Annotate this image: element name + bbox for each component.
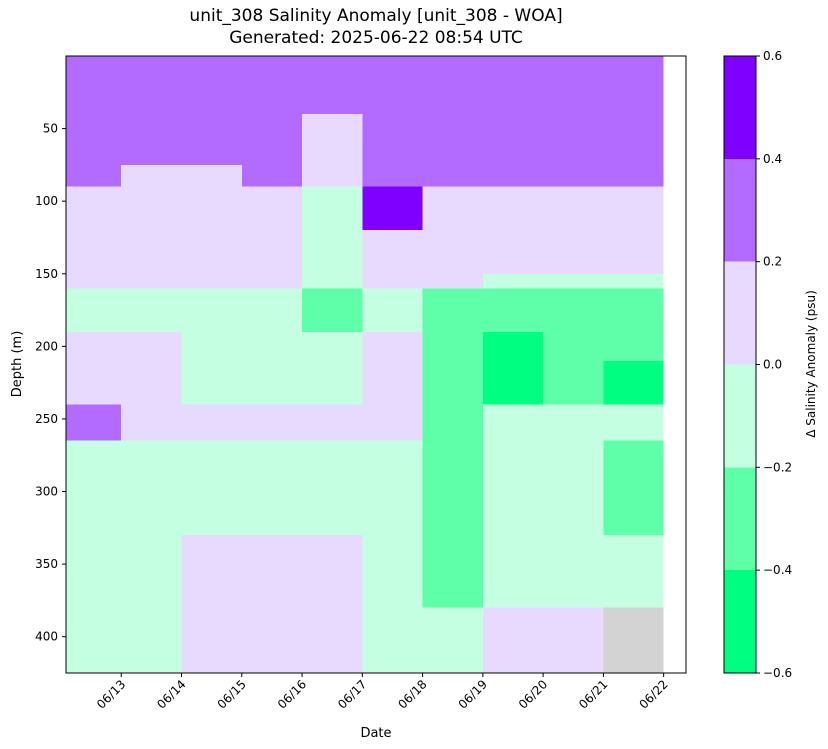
heatmap-cell	[422, 440, 483, 608]
heatmap-cell	[603, 360, 664, 405]
y-axis: 50 100 150 200 250 300 350 400	[35, 122, 66, 644]
x-tick-label: 06/21	[576, 677, 610, 711]
x-tick-label: 06/19	[456, 677, 490, 711]
colorbar-bin	[724, 56, 756, 159]
heatmap-cell	[422, 288, 664, 332]
y-tick-label: 200	[35, 339, 58, 353]
heatmap-cell	[362, 164, 664, 187]
heatmap-cell	[482, 607, 604, 673]
x-tick-label: 06/14	[154, 677, 188, 711]
colorbar-bin	[724, 570, 756, 673]
x-tick-label: 06/16	[275, 677, 309, 711]
heatmap-cell	[121, 164, 242, 187]
y-tick-label: 400	[35, 630, 58, 644]
heatmap-cell	[362, 186, 423, 231]
x-tick-label: 06/17	[335, 677, 369, 711]
heatmap-cell	[302, 186, 363, 289]
heatmap-cell	[66, 440, 664, 608]
heatmap-cell	[181, 331, 363, 405]
heatmap-cell	[302, 288, 363, 332]
heatmap-cell	[66, 56, 664, 71]
heatmap-cell	[66, 404, 122, 441]
heatmap-cell	[66, 70, 664, 165]
x-tick-label: 06/15	[215, 677, 249, 711]
heatmap-cell	[302, 114, 363, 173]
heatmap-cell	[603, 440, 664, 536]
heatmap-cell	[362, 404, 423, 441]
heatmap-cell	[66, 164, 122, 187]
heatmap-cell	[121, 404, 363, 441]
colorbar-tick-label: 0.4	[763, 152, 782, 166]
y-tick-label: 300	[35, 485, 58, 499]
plot-frame	[65, 55, 687, 674]
colorbar: 0.6 0.4 0.2 0.0 −0.2 −0.4 −0.6	[723, 49, 792, 680]
heatmap-cell	[181, 535, 363, 673]
colorbar-bin	[724, 467, 756, 571]
colorbar-label: Δ Salinity Anomaly (psu)	[804, 290, 818, 438]
x-axis: 06/13 06/14 06/15 06/16 06/17 06/18 06/19 06/20…	[94, 673, 671, 712]
y-tick-label: 50	[43, 122, 58, 136]
colorbar-tick-label: 0.6	[763, 49, 782, 63]
x-tick-label: 06/20	[516, 677, 550, 711]
y-tick-label: 150	[35, 267, 58, 281]
x-tick-label: 06/22	[636, 677, 670, 711]
x-tick-label: 06/13	[94, 677, 128, 711]
y-tick-label: 250	[35, 412, 58, 426]
colorbar-bin	[724, 364, 756, 468]
colorbar-tick-label: 0.0	[763, 358, 782, 372]
heatmap-cell	[482, 404, 664, 441]
chart-title: unit_308 Salinity Anomaly [unit_308 - WO…	[189, 6, 563, 26]
colorbar-tick-label: −0.4	[763, 563, 792, 577]
heatmap-cells	[66, 56, 664, 673]
y-tick-label: 100	[35, 194, 58, 208]
heatmap-cell	[422, 404, 483, 441]
chart-subtitle: Generated: 2025-06-22 08:54 UTC	[229, 28, 523, 48]
y-axis-label: Depth (m)	[10, 331, 25, 398]
colorbar-bin	[724, 261, 756, 365]
colorbar-tick-label: 0.2	[763, 255, 782, 269]
colorbar-tick-label: −0.2	[763, 460, 792, 474]
heatmap-cell	[482, 331, 544, 405]
heatmap-cell	[603, 607, 664, 673]
x-axis-label: Date	[360, 726, 391, 741]
y-tick-label: 350	[35, 557, 58, 571]
x-tick-label: 06/18	[395, 677, 429, 711]
heatmap-cell	[241, 164, 303, 187]
colorbar-bin	[724, 158, 756, 262]
colorbar-tick-label: −0.6	[763, 666, 792, 680]
